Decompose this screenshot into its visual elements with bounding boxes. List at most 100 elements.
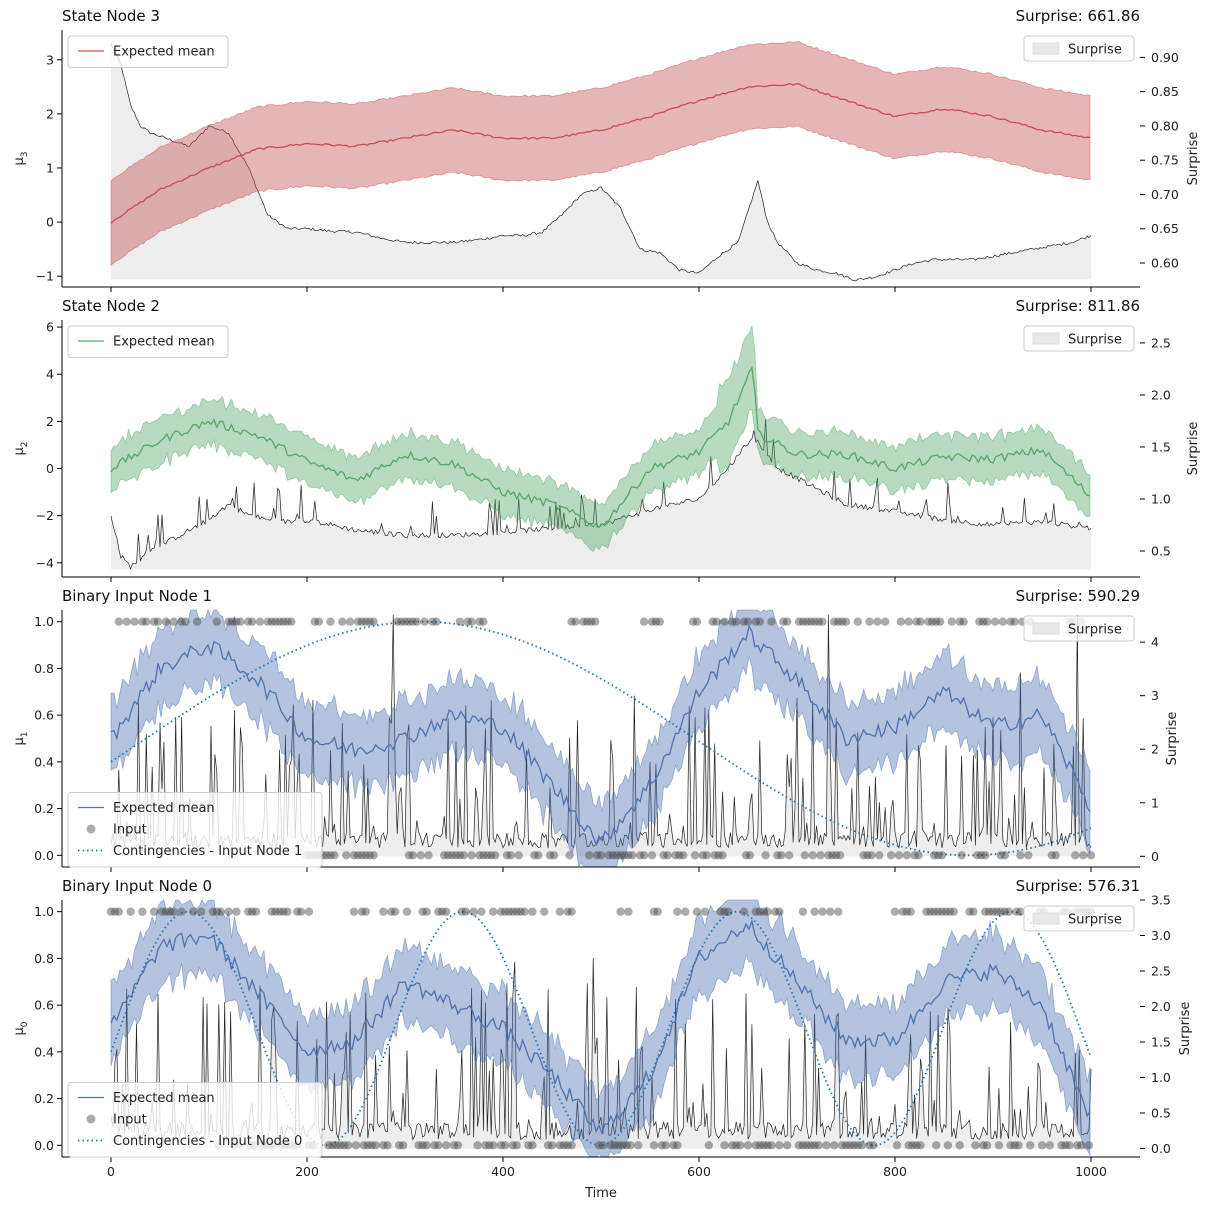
input-point-zero: [810, 1141, 819, 1150]
legend-right: Surprise: [1023, 615, 1135, 642]
input-point-zero: [351, 1141, 361, 1150]
input-point-zero: [614, 1141, 623, 1150]
input-point-one: [110, 907, 120, 916]
input-point-one: [434, 907, 443, 916]
input-point-one: [712, 617, 721, 626]
legend-label: Input: [113, 1113, 147, 1128]
input-point-zero: [453, 1141, 463, 1150]
input-point-zero: [857, 1141, 866, 1150]
input-point-one: [755, 617, 764, 626]
input-point-zero: [755, 1141, 764, 1150]
panel-title: Binary Input Node 1: [62, 587, 212, 605]
input-point-zero: [594, 1141, 604, 1150]
surprise-line: [110, 419, 1092, 571]
input-point-zero: [422, 1141, 431, 1150]
x-tick-label: 800: [883, 1164, 907, 1179]
input-point-zero: [932, 1141, 941, 1150]
input-point-one: [293, 907, 302, 916]
input-point-zero: [1010, 1141, 1019, 1150]
input-point-zero: [910, 851, 919, 860]
y2-tick-label: 2.5: [1151, 335, 1171, 350]
input-point-one: [959, 617, 968, 626]
input-point-zero: [1045, 1141, 1055, 1150]
input-point-zero: [837, 1141, 847, 1150]
input-point-one: [587, 617, 596, 626]
input-point-zero: [814, 1141, 823, 1150]
input-point-one: [720, 907, 729, 916]
input-point-zero: [979, 1141, 988, 1150]
input-point-one: [708, 617, 717, 626]
input-point-one: [818, 907, 827, 916]
input-point-zero: [828, 851, 837, 860]
input-point-zero: [528, 1141, 537, 1150]
input-point-zero: [330, 851, 339, 860]
legend-label: Expected mean: [113, 1091, 215, 1106]
input-point-zero: [704, 1141, 713, 1150]
input-point-one: [475, 617, 484, 626]
input-point-zero: [500, 1141, 510, 1150]
input-point-one: [767, 617, 776, 626]
input-point-one: [326, 617, 335, 626]
input-point-one: [865, 617, 874, 626]
y-tick-label: −4: [36, 555, 54, 570]
input-point-one: [798, 617, 808, 626]
input-point-one: [743, 617, 753, 626]
input-point-one: [161, 617, 171, 626]
input-point-zero: [759, 1141, 768, 1150]
input-point-zero: [447, 851, 457, 860]
input-point-one: [149, 907, 159, 916]
panel-title: Binary Input Node 0: [62, 877, 212, 895]
input-point-one: [279, 907, 288, 916]
x-tick-label: 0: [107, 1164, 115, 1179]
input-point-zero: [440, 851, 449, 860]
input-point-one: [165, 907, 174, 916]
input-point-zero: [361, 851, 370, 860]
y-tick-label: 0.6: [34, 708, 54, 723]
input-point-one: [583, 617, 592, 626]
input-point-zero: [1026, 1141, 1035, 1150]
input-point-one: [528, 907, 537, 916]
legend-left: Expected mean: [67, 35, 229, 68]
input-point-one: [826, 907, 835, 916]
input-point-one: [655, 617, 664, 626]
legend-right: Surprise: [1023, 325, 1135, 352]
input-point-zero: [608, 851, 617, 860]
uncertainty-band: [110, 325, 1091, 553]
input-point-zero: [485, 1141, 494, 1150]
y2-tick-label: 3.5: [1151, 893, 1171, 908]
input-point-zero: [800, 851, 809, 860]
y-axis-label: μ2: [12, 441, 30, 455]
input-point-one: [455, 617, 465, 626]
input-point-one: [467, 617, 476, 626]
legend-label: Expected mean: [113, 335, 215, 350]
input-point-one: [912, 617, 921, 626]
y2-tick-label: 0.70: [1151, 187, 1179, 202]
legend-label: Surprise: [1068, 913, 1122, 928]
input-point-zero: [473, 1141, 482, 1150]
input-point-zero: [659, 851, 668, 860]
input-point-one: [232, 907, 241, 916]
input-point-zero: [830, 1141, 839, 1150]
input-point-one: [520, 907, 529, 916]
input-point-one: [616, 907, 625, 916]
input-point-zero: [663, 851, 672, 860]
y2-axis-label: Surprise: [1186, 422, 1201, 476]
input-point-zero: [616, 851, 625, 860]
input-point-zero: [745, 851, 755, 860]
input-point-zero: [1057, 1141, 1066, 1150]
input-point-one: [114, 907, 124, 916]
input-point-zero: [741, 851, 751, 860]
input-point-one: [751, 907, 760, 916]
input-point-one: [830, 617, 839, 626]
input-point-zero: [955, 1141, 964, 1150]
input-point-one: [653, 907, 662, 916]
input-point-one: [692, 907, 702, 916]
input-point-zero: [383, 1141, 392, 1150]
input-point-one: [739, 907, 749, 916]
legend-label: Contingencies - Input Node 1: [113, 844, 302, 859]
input-point-zero: [530, 851, 539, 860]
input-point-one: [732, 617, 741, 626]
x-tick-label: 1000: [1075, 1164, 1107, 1179]
y-tick-label: 6: [46, 320, 54, 335]
y-tick-label: 0.6: [34, 998, 54, 1013]
